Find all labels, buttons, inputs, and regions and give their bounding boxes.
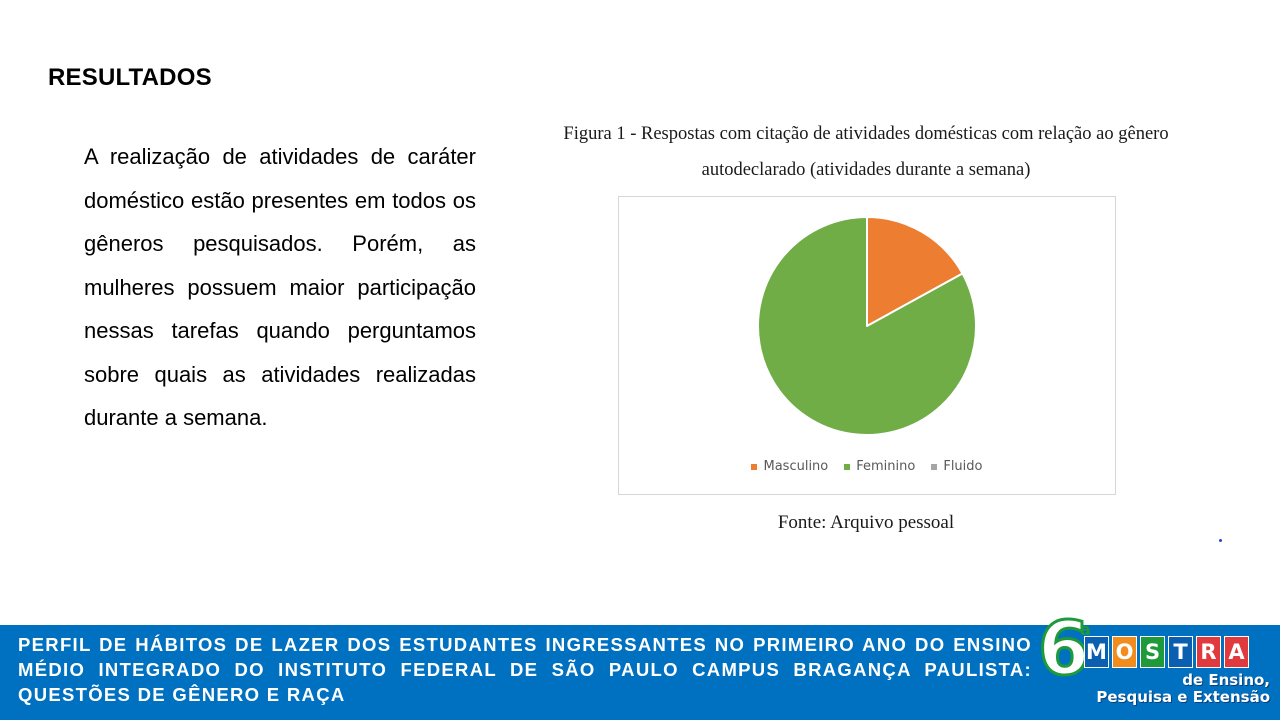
legend-label-fluido: Fluido [943, 459, 983, 474]
pie-chart-svg [757, 216, 977, 436]
legend-item-masculino: Masculino [751, 459, 828, 474]
logo-letter-tile: O [1112, 636, 1137, 668]
logo-letter-tile: R [1196, 636, 1221, 668]
figure-caption-line-1: Figura 1 - Respostas com citação de ativ… [563, 124, 1169, 144]
logo-number: 6 [1037, 606, 1091, 692]
pie-slice-feminino [757, 216, 977, 436]
chart-legend: Masculino Feminino Fluido [619, 459, 1115, 474]
logo-subtitle-line-1: de Ensino, [1182, 671, 1270, 689]
footer-title: PERFIL DE HÁBITOS DE LAZER DOS ESTUDANTE… [18, 634, 1032, 705]
slide-title: RESULTADOS [48, 64, 212, 91]
logo-subtitle: de Ensino, Pesquisa e Extensão [1080, 672, 1270, 706]
logo-letter-tile: T [1168, 636, 1193, 668]
figure-caption-line-2: autodeclarado (atividades durante a sema… [701, 160, 1031, 180]
footer-banner: PERFIL DE HÁBITOS DE LAZER DOS ESTUDANTE… [0, 625, 1280, 720]
figure-caption: Figura 1 - Respostas com citação de ativ… [500, 116, 1232, 188]
legend-swatch-feminino [844, 463, 851, 470]
logo-letter-tile: M [1084, 636, 1109, 668]
legend-swatch-fluido [931, 463, 938, 470]
logo-superscript: a [1080, 620, 1091, 639]
logo-letter-tile: A [1224, 636, 1249, 668]
pie-slice-masculino [866, 216, 964, 327]
figure-source: Fonte: Arquivo pessoal [777, 512, 955, 533]
legend-item-feminino: Feminino [844, 459, 915, 474]
legend-label-feminino: Feminino [856, 459, 916, 474]
body-paragraph: A realização de atividades de caráter do… [84, 144, 476, 430]
pie-chart: Masculino Feminino Fluido [618, 196, 1116, 495]
legend-item-fluido: Fluido [931, 459, 983, 474]
logo-subtitle-line-2: Pesquisa e Extensão [1096, 688, 1270, 706]
legend-swatch-masculino [751, 463, 758, 470]
logo-letter-tile: S [1140, 636, 1165, 668]
legend-label-masculino: Masculino [763, 459, 829, 474]
decorative-dot [1219, 539, 1222, 542]
